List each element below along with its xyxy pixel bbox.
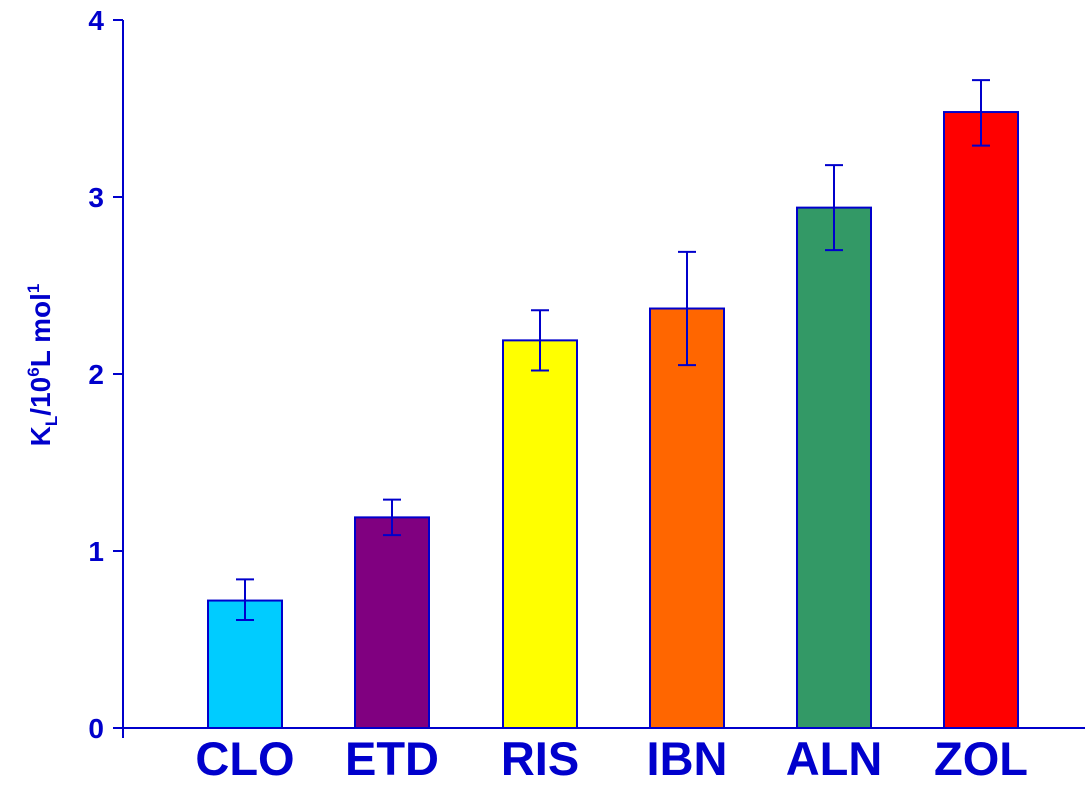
y-axis-title-exponent: 6 bbox=[24, 367, 43, 376]
y-tick-label-3: 3 bbox=[88, 182, 104, 213]
x-tick-label-aln: ALN bbox=[786, 732, 883, 780]
bar-ibn bbox=[650, 309, 724, 728]
svg-text:KL/106L mol1: KL/106L mol1 bbox=[24, 284, 61, 447]
bar-etd bbox=[355, 517, 429, 728]
x-tick-label-clo: CLO bbox=[195, 732, 294, 780]
y-tick-label-2: 2 bbox=[88, 359, 104, 390]
y-axis-title: KL/106L mol1 bbox=[24, 284, 61, 447]
y-axis-title-middle: /10 bbox=[25, 377, 56, 416]
y-axis-title-subscript: L bbox=[42, 416, 61, 426]
x-tick-label-ris: RIS bbox=[501, 732, 579, 780]
x-tick-label-zol: ZOL bbox=[934, 732, 1028, 780]
y-tick-label-4: 4 bbox=[88, 5, 104, 36]
error-bars-layer bbox=[236, 80, 990, 620]
y-tick-label-1: 1 bbox=[88, 536, 104, 567]
y-axis-title-unit-exponent: 1 bbox=[24, 284, 43, 293]
y-axis-title-unit: L mol bbox=[25, 293, 56, 367]
y-tick-label-0: 0 bbox=[88, 713, 104, 744]
x-tick-label-ibn: IBN bbox=[647, 732, 728, 780]
bar-aln bbox=[797, 208, 871, 728]
y-axis-title-base: K bbox=[25, 426, 56, 446]
x-tick-label-etd: ETD bbox=[345, 732, 439, 780]
bar-ris bbox=[503, 340, 577, 728]
bar-zol bbox=[944, 112, 1018, 728]
bars-layer bbox=[208, 112, 1018, 728]
